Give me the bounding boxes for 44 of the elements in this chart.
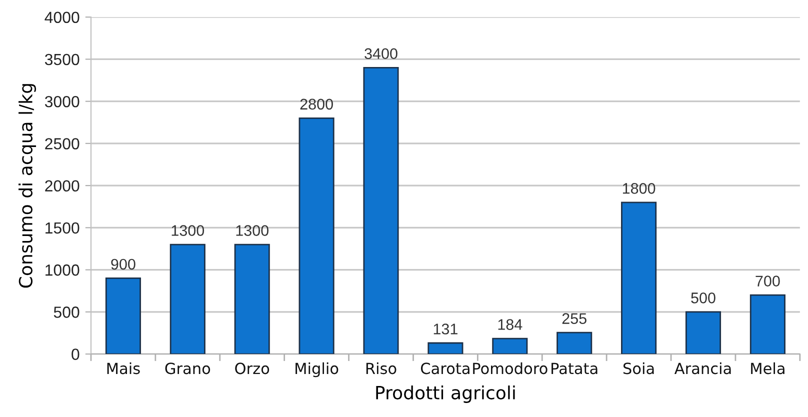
data-label: 500 (691, 292, 716, 304)
data-label: 700 (756, 276, 780, 286)
y-axis-title: Consumo di acqua l/kg (18, 84, 36, 288)
x-axis-title: Prodotti agricoli (376, 385, 515, 403)
bar (492, 338, 528, 354)
y-tick-label: 3000 (44, 96, 80, 108)
x-tick-label: Carota (420, 362, 470, 374)
bar (105, 278, 141, 354)
bar (556, 332, 592, 354)
x-tick-label: Soia (623, 362, 654, 374)
bar (170, 244, 206, 354)
x-tick-label: Miglio (296, 362, 338, 378)
x-tick-label: Pomodoro (473, 362, 548, 374)
y-tick-label: 0 (72, 348, 80, 360)
bar (621, 202, 657, 354)
y-tick-label: 4000 (44, 12, 80, 24)
x-tick-label: Riso (366, 362, 396, 374)
bar (298, 117, 334, 354)
x-tick-label: Orzo (235, 362, 270, 374)
x-tick-label: Patata (552, 362, 598, 374)
x-tick-label: Mais (107, 362, 140, 374)
data-label: 1300 (172, 225, 204, 236)
data-label: 1300 (236, 225, 268, 236)
y-tick-label: 2000 (45, 180, 80, 192)
data-label: 131 (434, 324, 458, 334)
bar (363, 66, 399, 354)
data-label: 900 (111, 258, 136, 270)
data-label: 2800 (300, 98, 333, 110)
y-tick-label: 1000 (46, 264, 80, 276)
x-tick-label: Mela (751, 362, 784, 374)
y-tick-label: 1500 (46, 222, 80, 234)
bar (685, 311, 722, 354)
data-label: 3400 (364, 48, 398, 60)
y-tick-label: 500 (54, 306, 80, 318)
y-tick-label: 2500 (45, 138, 80, 150)
bar (428, 342, 464, 354)
data-label: 255 (562, 313, 586, 324)
y-tick-label: 3500 (44, 54, 80, 66)
x-tick-label: Grano (165, 362, 210, 374)
data-label: 1800 (622, 183, 656, 194)
bar (234, 244, 270, 354)
data-label: 184 (498, 319, 522, 330)
bar (750, 294, 786, 354)
x-tick-label: Arancia (674, 362, 731, 374)
